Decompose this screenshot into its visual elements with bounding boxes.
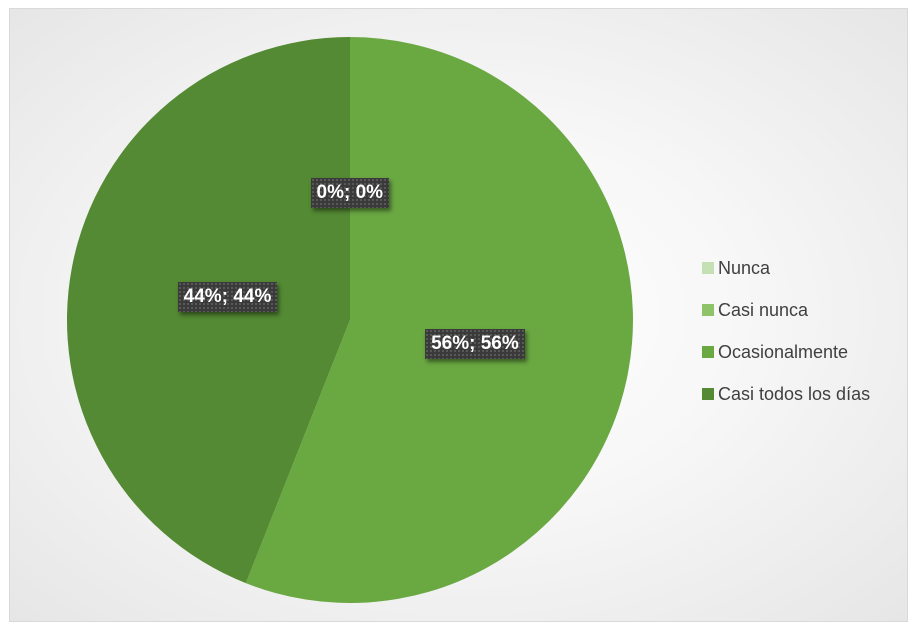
legend-swatch [702,262,714,274]
legend-swatch [702,388,714,400]
legend-item-nunca: Nunca [702,247,870,289]
legend-swatch [702,304,714,316]
legend-item-casi-nunca: Casi nunca [702,289,870,331]
legend-label: Nunca [718,257,771,278]
legend-label: Ocasionalmente [718,341,849,362]
pie-slice-ocasionalmente [245,37,633,603]
data-label-casi-todos-los-dias: 44%; 44% [177,281,278,312]
data-label-nunca-casi-nunca: 0%; 0% [310,177,390,208]
legend-label: Casi todos los días [718,383,871,404]
legend-item-ocasionalmente: Ocasionalmente [702,331,870,373]
legend-item-casi-todos-los-dias: Casi todos los días [702,373,870,415]
chart-area: 0%; 0% 56%; 56% 44%; 44% Nunca Casi nunc… [9,8,908,622]
legend: Nunca Casi nunca Ocasionalmente Casi tod… [702,247,870,415]
legend-label: Casi nunca [718,299,809,320]
data-label-ocasionalmente: 56%; 56% [425,328,525,359]
legend-swatch [702,346,714,358]
